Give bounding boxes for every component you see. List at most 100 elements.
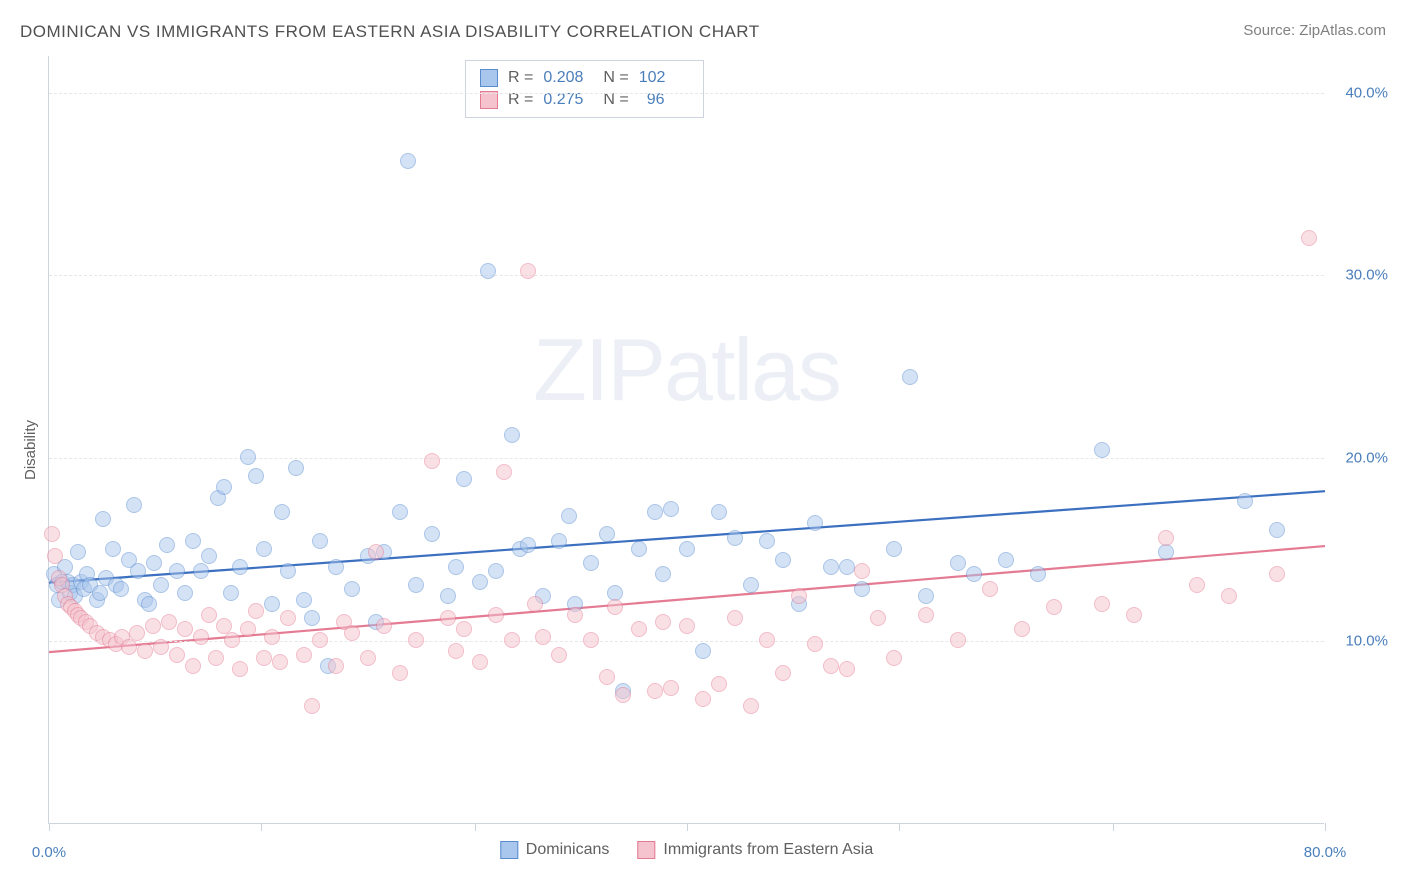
scatter-point-dominicans: [655, 566, 671, 582]
stat-n-value-eastern-asia: 96: [639, 91, 689, 109]
source-name: ZipAtlas.com: [1299, 22, 1386, 39]
scatter-point-dominicans: [216, 479, 232, 495]
scatter-point-dominicans: [274, 504, 290, 520]
scatter-point-eastern_asia: [129, 625, 145, 641]
scatter-point-dominicans: [1030, 566, 1046, 582]
scatter-point-eastern_asia: [169, 647, 185, 663]
scatter-point-eastern_asia: [679, 618, 695, 634]
scatter-point-eastern_asia: [440, 610, 456, 626]
scatter-point-eastern_asia: [424, 453, 440, 469]
scatter-point-dominicans: [248, 468, 264, 484]
swatch-eastern-asia: [480, 91, 498, 109]
source-prefix: Source:: [1243, 22, 1299, 39]
scatter-point-dominicans: [759, 533, 775, 549]
scatter-point-dominicans: [193, 563, 209, 579]
scatter-point-eastern_asia: [185, 658, 201, 674]
scatter-point-dominicans: [130, 563, 146, 579]
scatter-point-dominicans: [440, 588, 456, 604]
scatter-point-eastern_asia: [1269, 566, 1285, 582]
scatter-point-eastern_asia: [663, 680, 679, 696]
stats-row-dominicans: R = 0.208 N = 102: [480, 67, 689, 89]
scatter-point-dominicans: [70, 544, 86, 560]
scatter-point-dominicans: [232, 559, 248, 575]
scatter-point-eastern_asia: [456, 621, 472, 637]
scatter-point-dominicans: [304, 610, 320, 626]
scatter-point-dominicans: [312, 533, 328, 549]
xtick-label: 0.0%: [32, 844, 66, 861]
scatter-point-eastern_asia: [1301, 230, 1317, 246]
scatter-point-dominicans: [488, 563, 504, 579]
scatter-point-dominicans: [561, 508, 577, 524]
scatter-point-dominicans: [141, 596, 157, 612]
scatter-point-eastern_asia: [240, 621, 256, 637]
scatter-point-dominicans: [727, 530, 743, 546]
scatter-point-dominicans: [256, 541, 272, 557]
scatter-point-eastern_asia: [504, 632, 520, 648]
legend-swatch-eastern-asia: [637, 841, 655, 859]
scatter-point-dominicans: [201, 548, 217, 564]
legend-item-dominicans: Dominicans: [500, 841, 610, 859]
ytick-label: 30.0%: [1345, 267, 1388, 284]
scatter-point-dominicans: [400, 153, 416, 169]
scatter-point-dominicans: [456, 471, 472, 487]
scatter-point-dominicans: [159, 537, 175, 553]
legend-label-dominicans: Dominicans: [526, 841, 610, 859]
scatter-point-dominicans: [424, 526, 440, 542]
scatter-point-dominicans: [886, 541, 902, 557]
scatter-point-eastern_asia: [839, 661, 855, 677]
scatter-point-dominicans: [607, 585, 623, 601]
xtick: [49, 823, 50, 831]
scatter-point-eastern_asia: [535, 629, 551, 645]
ytick-label: 40.0%: [1345, 84, 1388, 101]
gridline: [49, 93, 1324, 94]
xtick: [475, 823, 476, 831]
source-attribution: Source: ZipAtlas.com: [1243, 22, 1386, 39]
scatter-point-eastern_asia: [232, 661, 248, 677]
scatter-point-dominicans: [264, 596, 280, 612]
scatter-point-eastern_asia: [727, 610, 743, 626]
scatter-point-dominicans: [126, 497, 142, 513]
scatter-point-dominicans: [113, 581, 129, 597]
scatter-point-eastern_asia: [1014, 621, 1030, 637]
scatter-point-eastern_asia: [950, 632, 966, 648]
scatter-point-eastern_asia: [296, 647, 312, 663]
scatter-point-eastern_asia: [153, 639, 169, 655]
scatter-point-eastern_asia: [775, 665, 791, 681]
scatter-point-dominicans: [328, 559, 344, 575]
scatter-point-dominicans: [839, 559, 855, 575]
scatter-point-dominicans: [344, 581, 360, 597]
scatter-point-eastern_asia: [312, 632, 328, 648]
scatter-point-eastern_asia: [759, 632, 775, 648]
scatter-point-eastern_asia: [918, 607, 934, 623]
scatter-point-eastern_asia: [47, 548, 63, 564]
scatter-point-eastern_asia: [551, 647, 567, 663]
scatter-point-eastern_asia: [886, 650, 902, 666]
scatter-point-eastern_asia: [1221, 588, 1237, 604]
scatter-point-eastern_asia: [208, 650, 224, 666]
scatter-point-eastern_asia: [368, 544, 384, 560]
stat-r-label: R =: [508, 91, 533, 109]
scatter-point-eastern_asia: [1126, 607, 1142, 623]
scatter-point-eastern_asia: [496, 464, 512, 480]
scatter-point-dominicans: [169, 563, 185, 579]
scatter-point-eastern_asia: [854, 563, 870, 579]
scatter-point-dominicans: [105, 541, 121, 557]
gridline: [49, 275, 1324, 276]
scatter-point-dominicans: [153, 577, 169, 593]
scatter-point-eastern_asia: [392, 665, 408, 681]
scatter-point-eastern_asia: [224, 632, 240, 648]
scatter-point-dominicans: [448, 559, 464, 575]
scatter-point-dominicans: [966, 566, 982, 582]
scatter-point-dominicans: [743, 577, 759, 593]
scatter-point-dominicans: [854, 581, 870, 597]
scatter-point-eastern_asia: [360, 650, 376, 666]
scatter-point-eastern_asia: [44, 526, 60, 542]
scatter-point-dominicans: [631, 541, 647, 557]
stat-n-label: N =: [603, 69, 628, 87]
scatter-point-eastern_asia: [121, 639, 137, 655]
scatter-point-eastern_asia: [655, 614, 671, 630]
yaxis-title: Disability: [22, 420, 39, 480]
scatter-point-dominicans: [408, 577, 424, 593]
scatter-point-dominicans: [185, 533, 201, 549]
scatter-point-dominicans: [918, 588, 934, 604]
